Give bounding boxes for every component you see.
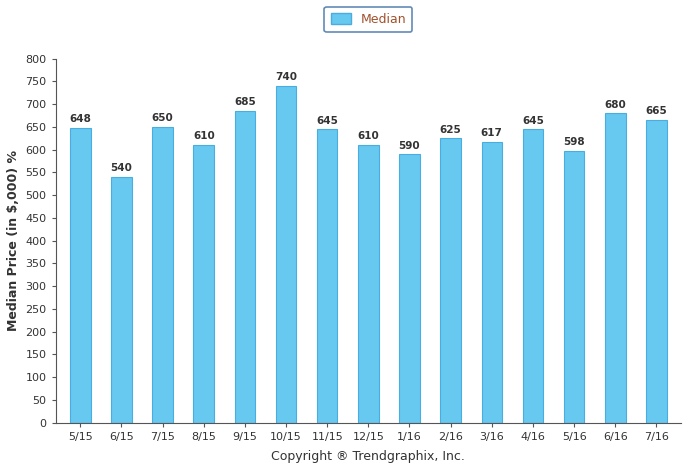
Bar — [235, 111, 255, 423]
Bar — [399, 154, 420, 423]
Bar — [482, 142, 502, 423]
Bar — [605, 113, 625, 423]
Text: 590: 590 — [398, 141, 420, 150]
Bar — [193, 145, 214, 423]
Bar — [152, 127, 173, 423]
Text: 610: 610 — [193, 132, 215, 141]
Bar — [646, 120, 667, 423]
Y-axis label: Median Price (in $,000) %: Median Price (in $,000) % — [7, 150, 20, 331]
Text: 625: 625 — [440, 125, 462, 134]
Text: 665: 665 — [645, 106, 667, 117]
X-axis label: Copyright ® Trendgraphix, Inc.: Copyright ® Trendgraphix, Inc. — [272, 450, 465, 463]
Bar — [317, 129, 338, 423]
Legend: Median: Median — [324, 7, 412, 32]
Bar — [276, 86, 297, 423]
Bar — [111, 177, 132, 423]
Text: 645: 645 — [316, 116, 338, 125]
Bar — [70, 128, 91, 423]
Text: 598: 598 — [563, 137, 585, 147]
Text: 540: 540 — [111, 163, 132, 173]
Bar — [440, 138, 461, 423]
Text: 740: 740 — [275, 72, 297, 82]
Text: 617: 617 — [481, 128, 503, 138]
Text: 645: 645 — [522, 116, 544, 125]
Bar — [523, 129, 544, 423]
Text: 650: 650 — [152, 113, 173, 123]
Bar — [358, 145, 378, 423]
Bar — [563, 150, 584, 423]
Text: 685: 685 — [234, 97, 256, 107]
Text: 648: 648 — [69, 114, 92, 124]
Text: 680: 680 — [604, 100, 626, 110]
Text: 610: 610 — [358, 132, 379, 141]
